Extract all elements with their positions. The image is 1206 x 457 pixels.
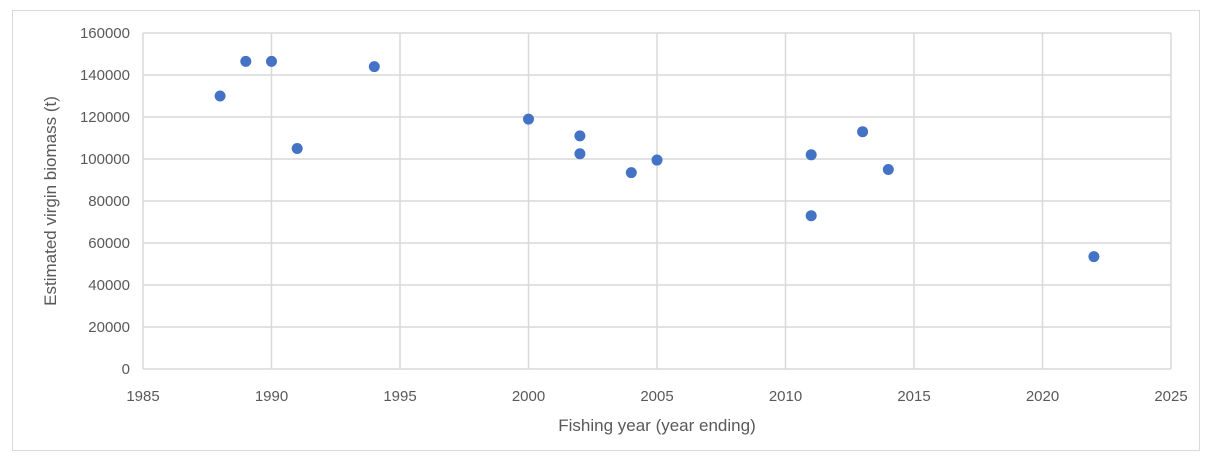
x-tick-label: 1985 bbox=[126, 388, 159, 405]
y-tick-label: 120000 bbox=[80, 109, 130, 126]
x-tick-label: 2010 bbox=[769, 388, 802, 405]
data-point bbox=[651, 154, 663, 166]
y-tick-label: 40000 bbox=[88, 277, 130, 294]
x-tick-label: 2005 bbox=[640, 388, 673, 405]
y-axis-label: Estimated virgin biomass (t) bbox=[41, 96, 60, 306]
y-tick-label: 20000 bbox=[88, 319, 130, 336]
y-tick-label: 0 bbox=[122, 361, 130, 378]
x-tick-label: 2025 bbox=[1154, 388, 1187, 405]
data-point bbox=[805, 210, 817, 222]
data-point bbox=[857, 126, 869, 138]
data-point bbox=[523, 113, 534, 125]
y-tick-label: 60000 bbox=[88, 235, 130, 252]
x-tick-label: 1995 bbox=[383, 388, 416, 405]
y-tick-label: 160000 bbox=[80, 25, 130, 42]
data-point bbox=[1088, 251, 1100, 263]
data-point bbox=[368, 61, 380, 73]
chart-frame bbox=[12, 10, 1200, 451]
y-tick-label: 140000 bbox=[80, 67, 130, 84]
data-point bbox=[214, 90, 226, 102]
x-tick-labels: 1985 1990 1995 2000 2005 2010 2015 2020 2025 bbox=[126, 388, 1187, 405]
data-point bbox=[882, 164, 894, 175]
y-tick-label: 80000 bbox=[88, 193, 130, 210]
data-point bbox=[574, 148, 586, 160]
data-point bbox=[291, 143, 303, 154]
data-point bbox=[266, 55, 277, 67]
x-tick-label: 2015 bbox=[897, 388, 930, 405]
data-point bbox=[574, 130, 586, 142]
y-tick-label: 100000 bbox=[80, 151, 130, 168]
x-tick-label: 2020 bbox=[1026, 388, 1059, 405]
y-tick-labels: 0 20000 40000 60000 80000 100000 120000 140000 1… bbox=[80, 25, 130, 378]
data-point bbox=[625, 167, 637, 179]
x-tick-label: 2000 bbox=[512, 388, 545, 405]
data-points bbox=[214, 55, 1100, 263]
data-point bbox=[805, 149, 817, 161]
data-point bbox=[240, 55, 252, 67]
x-tick-label: 1990 bbox=[255, 388, 288, 405]
x-axis-label: Fishing year (year ending) bbox=[558, 416, 755, 435]
horizontal-gridlines bbox=[143, 32, 1171, 370]
